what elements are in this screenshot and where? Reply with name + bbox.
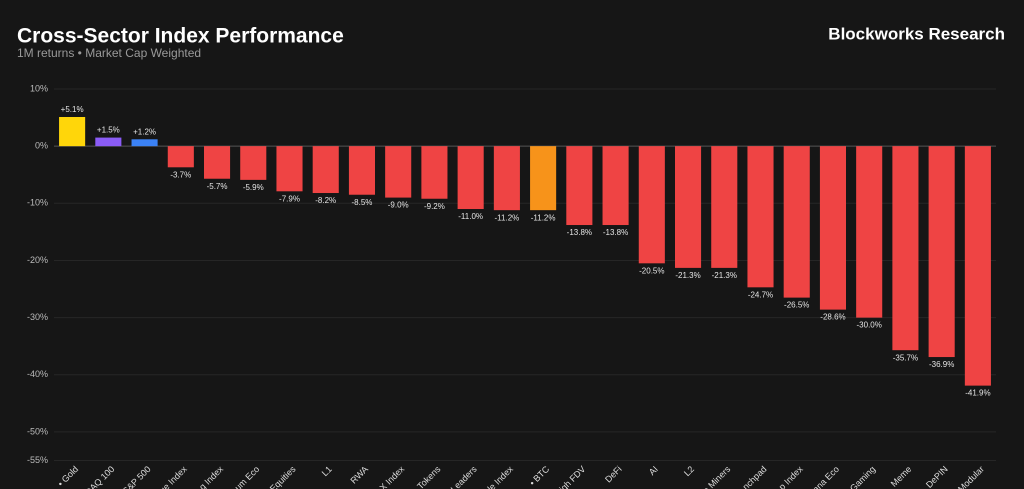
bar [457,146,484,210]
bar [566,146,593,226]
value-label: -13.8% [567,228,592,237]
bar [385,146,412,198]
chart-subtitle: 1M returns • Market Cap Weighted [17,46,201,60]
y-tick-label: -10% [27,198,48,208]
value-label: -9.2% [424,202,445,211]
brand: Blockworks Research [828,24,1005,43]
value-label: -36.9% [929,360,954,369]
bar [421,146,448,199]
value-label: -21.3% [712,271,737,280]
y-tick-label: -30% [27,312,48,322]
value-label: -21.3% [675,271,700,280]
bar [131,139,158,147]
value-label: +5.1% [61,105,84,114]
value-label: +1.5% [97,126,120,135]
bar [348,146,376,195]
bar [711,146,738,268]
value-label: -11.2% [495,213,520,222]
value-label: -7.9% [279,194,300,203]
bar [783,146,810,298]
y-tick-label: 10% [30,83,48,93]
bar [59,117,86,147]
bar [856,146,883,318]
y-tick-label: -50% [27,426,48,436]
value-label: -13.8% [603,228,628,237]
y-tick-label: 0% [35,141,48,151]
value-label: -5.9% [243,183,264,192]
value-label: -11.2% [531,213,556,222]
value-label: -24.7% [748,290,773,299]
value-label: -20.5% [639,266,664,275]
value-label: +1.2% [133,127,156,136]
bar [95,137,122,147]
bar [964,146,991,386]
value-label: -5.7% [207,182,228,191]
value-label: -30.0% [857,321,882,330]
bar [203,146,231,179]
bar [493,146,520,211]
bar [240,146,267,180]
bar [530,146,557,211]
bar [638,146,665,264]
value-label: -3.7% [170,170,191,179]
value-label: -41.9% [965,389,990,398]
bar [167,146,194,168]
bar [276,146,303,192]
value-label: -35.7% [893,353,918,362]
y-tick-label: -55% [27,455,48,465]
value-label: -11.0% [458,212,483,221]
bar [819,146,847,310]
value-label: -8.2% [315,196,336,205]
chart-title: Cross-Sector Index Performance [17,25,344,48]
bar [674,146,702,268]
y-tick-label: -20% [27,255,48,265]
bar [928,146,955,358]
value-label: -8.5% [352,198,373,207]
y-tick-label: -40% [27,369,48,379]
value-label: -28.6% [820,313,845,322]
bar [747,146,774,288]
value-label: -26.5% [784,301,809,310]
bar [312,146,339,194]
bar [892,146,919,351]
bar [602,146,629,226]
value-label: -9.0% [388,201,409,210]
